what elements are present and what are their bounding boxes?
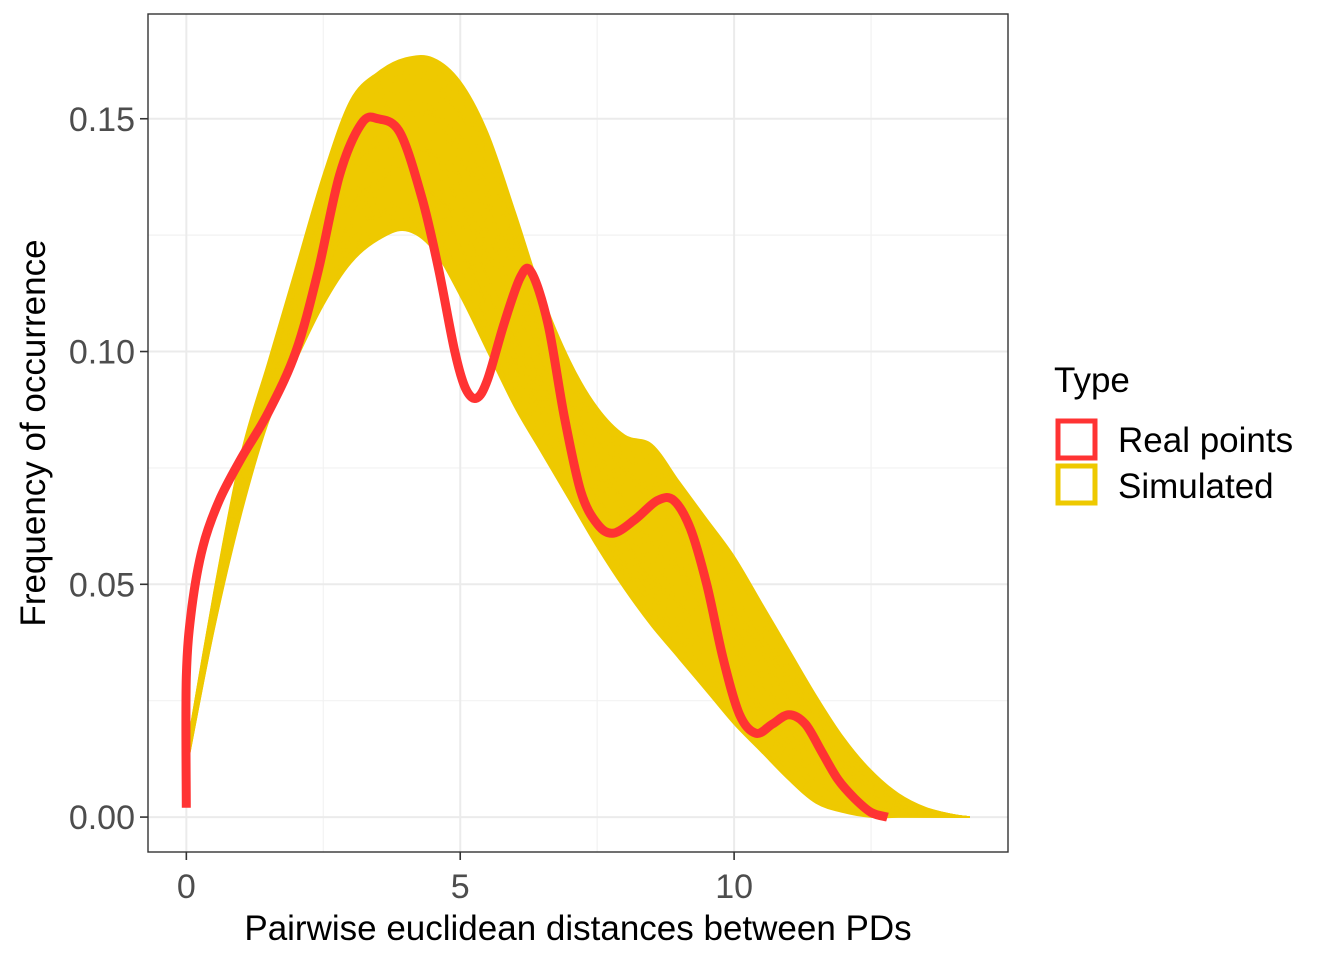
- x-tick-label: 0: [177, 868, 196, 906]
- simulated-curve: [185, 72, 970, 818]
- plot-panel-border: [147, 13, 1009, 853]
- legend-key-real-points: [1055, 418, 1098, 461]
- x-tick-label: 5: [451, 868, 470, 906]
- legend-label-real-points: Real points: [1118, 421, 1293, 460]
- legend-item-simulated: Simulated: [1055, 463, 1274, 506]
- y-axis-title: Frequency of occurrence: [14, 239, 53, 626]
- real-points-series: [181, 112, 889, 822]
- legend-label-simulated: Simulated: [1118, 467, 1274, 506]
- x-axis: 0 5 10: [177, 852, 753, 906]
- y-tick-label: 0.10: [69, 334, 135, 372]
- y-axis: 0.00 0.05 0.10 0.15: [69, 101, 148, 837]
- x-tick-label: 10: [715, 868, 753, 906]
- x-axis-title: Pairwise euclidean distances between PDs: [244, 909, 911, 948]
- y-tick-label: 0.05: [69, 566, 135, 604]
- real-points-curve: [181, 112, 889, 822]
- simulated-curve: [185, 55, 970, 818]
- legend-key-simulated: [1055, 463, 1098, 506]
- legend: Type Real points Simulated: [1054, 361, 1293, 506]
- y-tick-label: 0.15: [69, 101, 135, 139]
- y-tick-label: 0.00: [69, 799, 135, 837]
- legend-item-real-points: Real points: [1055, 418, 1293, 461]
- legend-title: Type: [1054, 361, 1130, 400]
